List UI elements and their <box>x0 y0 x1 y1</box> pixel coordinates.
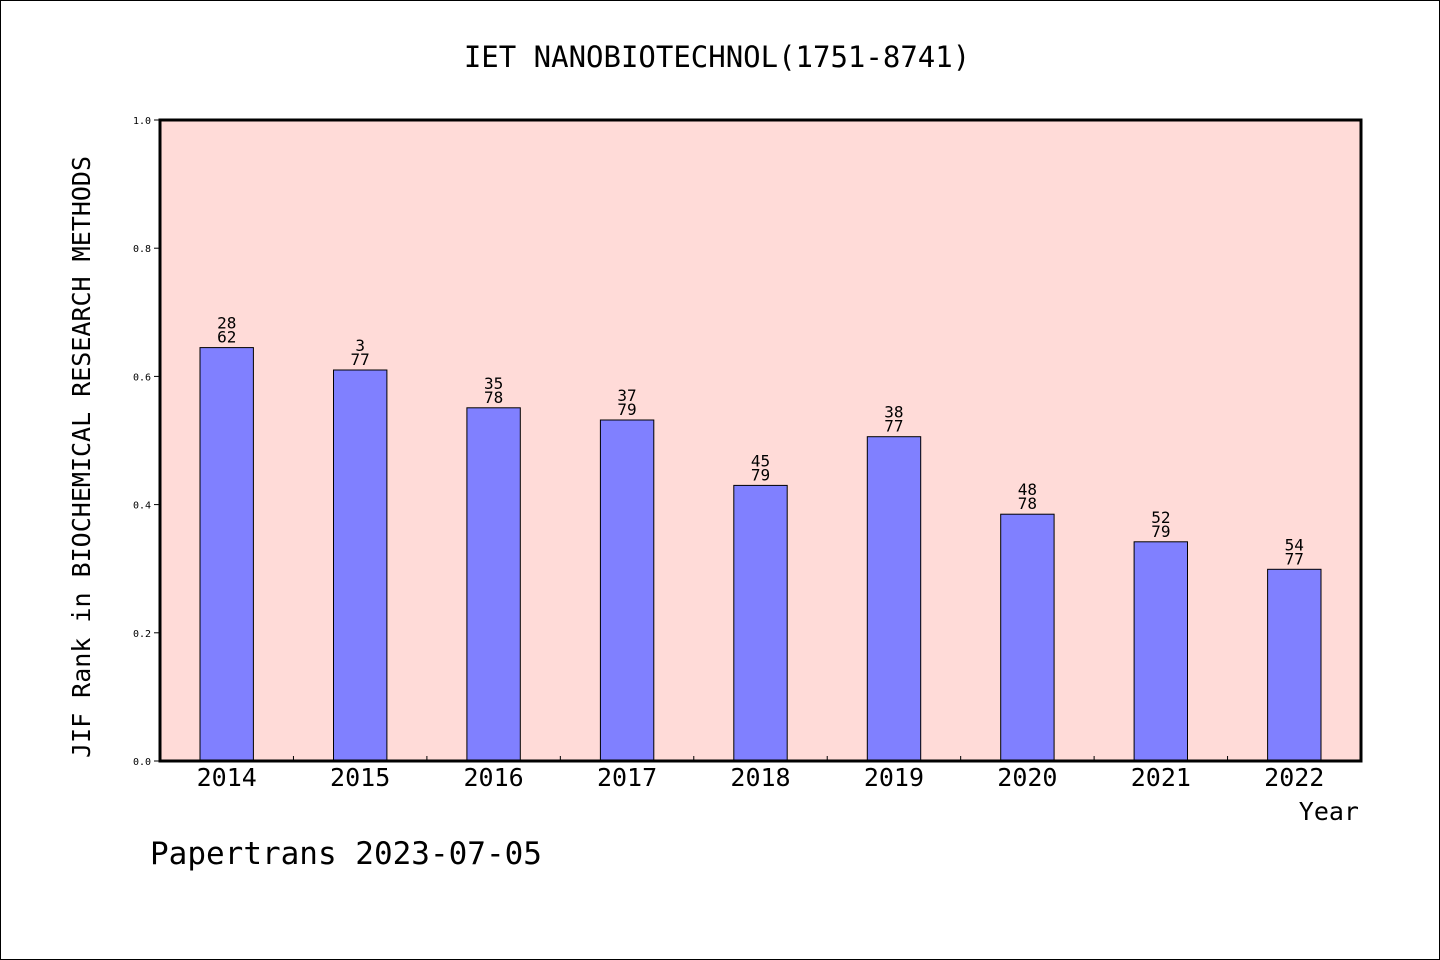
bar <box>333 369 388 762</box>
bar <box>866 436 922 762</box>
y-tick-label: 0.8 <box>133 244 151 255</box>
data-label-total: 79 <box>751 465 770 484</box>
data-label-total: 62 <box>217 328 236 347</box>
x-tick-label: 2016 <box>464 763 524 792</box>
y-tick-label: 0.0 <box>133 757 151 768</box>
bar <box>733 484 788 762</box>
data-label-rank: 37 <box>617 386 636 405</box>
data-label-rank: 45 <box>751 451 770 470</box>
bar <box>466 407 521 762</box>
x-tick-label: 2019 <box>864 763 924 792</box>
data-label-total: 78 <box>1018 494 1037 513</box>
data-label-rank: 54 <box>1285 535 1304 554</box>
y-tick-label: 0.2 <box>133 629 151 640</box>
x-tick-label: 2021 <box>1131 763 1191 792</box>
x-tick-label: 2015 <box>330 763 390 792</box>
data-label-rank: 3 <box>355 336 365 355</box>
bar <box>1267 568 1322 762</box>
y-axis-label: JIF Rank in BIOCHEMICAL RESEARCH METHODS <box>67 156 96 758</box>
y-tick-label: 1.0 <box>133 116 151 127</box>
y-tick-label: 0.4 <box>133 501 151 512</box>
data-label-rank: 52 <box>1151 508 1170 527</box>
plot-border <box>158 118 1363 763</box>
data-label-total: 78 <box>484 388 503 407</box>
bar <box>599 419 655 762</box>
data-label-total: 77 <box>884 417 903 436</box>
data-label-rank: 35 <box>484 374 503 393</box>
bar <box>1000 513 1055 762</box>
data-label-rank: 28 <box>217 314 236 333</box>
y-axis: 0.0 0.2 0.4 0.6 0.8 1.0 <box>133 116 160 768</box>
data-label-rank: 48 <box>1018 480 1037 499</box>
chart-title: IET NANOBIOTECHNOL(1751-8741) <box>464 40 970 74</box>
x-tick-label: 2020 <box>997 763 1057 792</box>
footer-credit: Papertrans 2023-07-05 <box>150 836 542 872</box>
y-tick-label: 0.6 <box>133 372 151 383</box>
bar <box>199 347 254 762</box>
data-label-total: 79 <box>617 400 636 419</box>
x-axis-label: Year <box>1299 797 1359 826</box>
bar <box>1133 541 1188 762</box>
data-label-total: 77 <box>1285 549 1304 568</box>
x-axis: 2014 2015 2016 2017 2018 2019 2020 2021 2022 <box>197 756 1324 792</box>
data-label-total: 77 <box>351 350 370 369</box>
x-tick-label: 2017 <box>597 763 657 792</box>
x-tick-label: 2018 <box>730 763 790 792</box>
data-label-total: 79 <box>1151 522 1170 541</box>
data-label-rank: 38 <box>884 403 903 422</box>
x-tick-label: 2014 <box>197 763 257 792</box>
x-tick-label: 2022 <box>1264 763 1324 792</box>
